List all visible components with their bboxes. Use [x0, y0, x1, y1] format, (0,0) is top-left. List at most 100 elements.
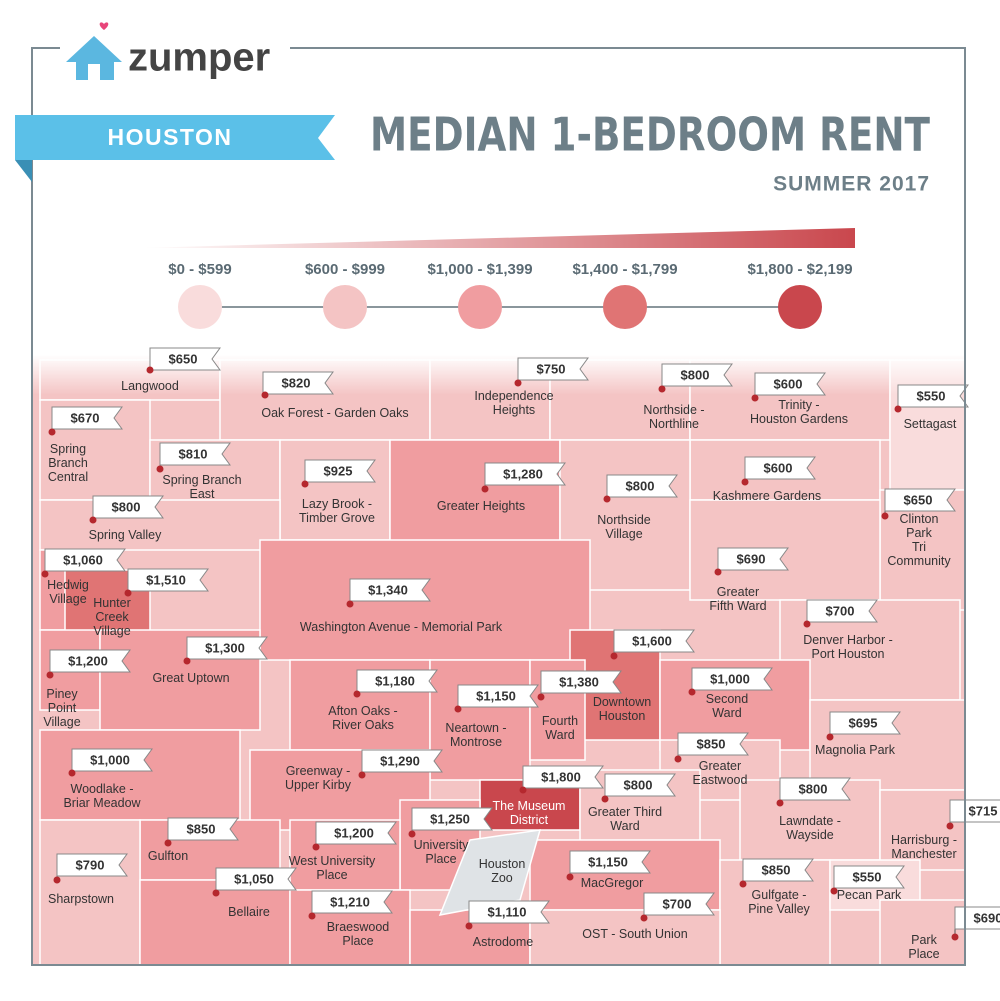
name-line: Spring Branch [162, 473, 241, 487]
name-line: Village [49, 592, 86, 606]
name-line: Northside [597, 513, 651, 527]
name-line: Village [93, 624, 130, 638]
rent-label: $1,340 [368, 582, 408, 597]
pin [409, 831, 416, 838]
name-line: Village [605, 527, 642, 541]
rent-label: $1,180 [375, 673, 415, 688]
color-ramp [140, 228, 855, 248]
name-line: Magnolia Park [815, 743, 896, 757]
name-line: Upper Kirby [285, 778, 352, 792]
name-line: MacGregor [581, 876, 644, 890]
rent-label: $1,300 [205, 640, 245, 655]
name-line: Lazy Brook - [302, 497, 372, 511]
name-line: Spring [50, 442, 86, 456]
name-line: Piney [46, 687, 78, 701]
neighborhood-name: Spring Valley [89, 528, 162, 542]
name-line: Briar Meadow [63, 796, 141, 810]
pin [262, 392, 269, 399]
pin [90, 517, 97, 524]
neighborhood-name: Woodlake -Briar Meadow [63, 782, 141, 810]
name-line: Timber Grove [299, 511, 375, 525]
rent-label: $800 [624, 777, 653, 792]
pin [354, 691, 361, 698]
pin [466, 923, 473, 930]
pin [777, 800, 784, 807]
rent-label: $850 [187, 821, 216, 836]
name-line: Lawndate - [779, 814, 841, 828]
rent-label: $790 [76, 857, 105, 872]
city-ribbon: HOUSTON [15, 115, 335, 182]
neighborhood-name: Pecan Park [837, 888, 902, 902]
pin [538, 694, 545, 701]
name-line: Pine Valley [748, 902, 810, 916]
rent-label: $550 [917, 388, 946, 403]
pin [515, 380, 522, 387]
rent-label: $690 [737, 551, 766, 566]
rent-label: $1,050 [234, 871, 274, 886]
name-line: Place [908, 947, 939, 961]
name-line: Greater [717, 585, 759, 599]
name-line: Park [906, 526, 932, 540]
name-line: Downtown [593, 695, 651, 709]
name-line: Ward [545, 728, 574, 742]
rent-label: $1,510 [146, 572, 186, 587]
rent-label: $925 [324, 463, 353, 478]
rent-label: $1,110 [487, 904, 526, 919]
rent-label: $715 [969, 803, 998, 818]
legend-label: $1,800 - $2,199 [747, 261, 852, 278]
rent-label: $1,150 [476, 688, 516, 703]
neighborhood-name: Northside -Northline [643, 403, 704, 431]
rent-label: $600 [774, 376, 803, 391]
name-line: Hunter [93, 596, 131, 610]
name-line: Braeswood [327, 920, 390, 934]
pin [147, 367, 154, 374]
brand: zumper [128, 36, 270, 80]
name-line: Fourth [542, 714, 578, 728]
pin [157, 466, 164, 473]
pin [567, 874, 574, 881]
name-line: Trinity - [778, 398, 819, 412]
pin [952, 934, 959, 941]
name-line: Eastwood [693, 773, 748, 787]
pin [804, 621, 811, 628]
name-line: Point [48, 701, 77, 715]
name-line: Village [43, 715, 80, 729]
pin [602, 796, 609, 803]
name-line: Settagast [904, 417, 957, 431]
neighborhood-name: Greenway -Upper Kirby [285, 764, 352, 792]
pin [742, 479, 749, 486]
neighborhood-name: Bellaire [228, 905, 270, 919]
rent-label: $800 [112, 499, 141, 514]
neighborhood-region [40, 500, 280, 550]
name-line: Place [342, 934, 373, 948]
legend-label: $0 - $599 [168, 261, 231, 278]
name-line: Harrisburg - [891, 833, 957, 847]
rent-label: $1,800 [541, 769, 581, 784]
pin [752, 395, 759, 402]
rent-label: $1,200 [68, 653, 108, 668]
neighborhood-name: Washington Avenue - Memorial Park [300, 620, 503, 634]
pin [42, 571, 49, 578]
name-line: Kashmere Gardens [713, 489, 821, 503]
pin [313, 844, 320, 851]
rent-label: $850 [697, 736, 726, 751]
legend-swatch [323, 285, 367, 329]
rent-label: $750 [537, 361, 566, 376]
neighborhood-name: MacGregor [581, 876, 644, 890]
neighborhood-region [430, 660, 530, 780]
rent-label: $800 [626, 478, 655, 493]
pin [184, 658, 191, 665]
pin [359, 772, 366, 779]
neighborhood-name: Sharpstown [48, 892, 114, 906]
pin [520, 787, 527, 794]
name-line: River Oaks [332, 718, 394, 732]
name-line: University [414, 838, 470, 852]
name-line: Place [316, 868, 347, 882]
name-line: The Museum [493, 799, 566, 813]
neighborhood-name: Kashmere Gardens [713, 489, 821, 503]
